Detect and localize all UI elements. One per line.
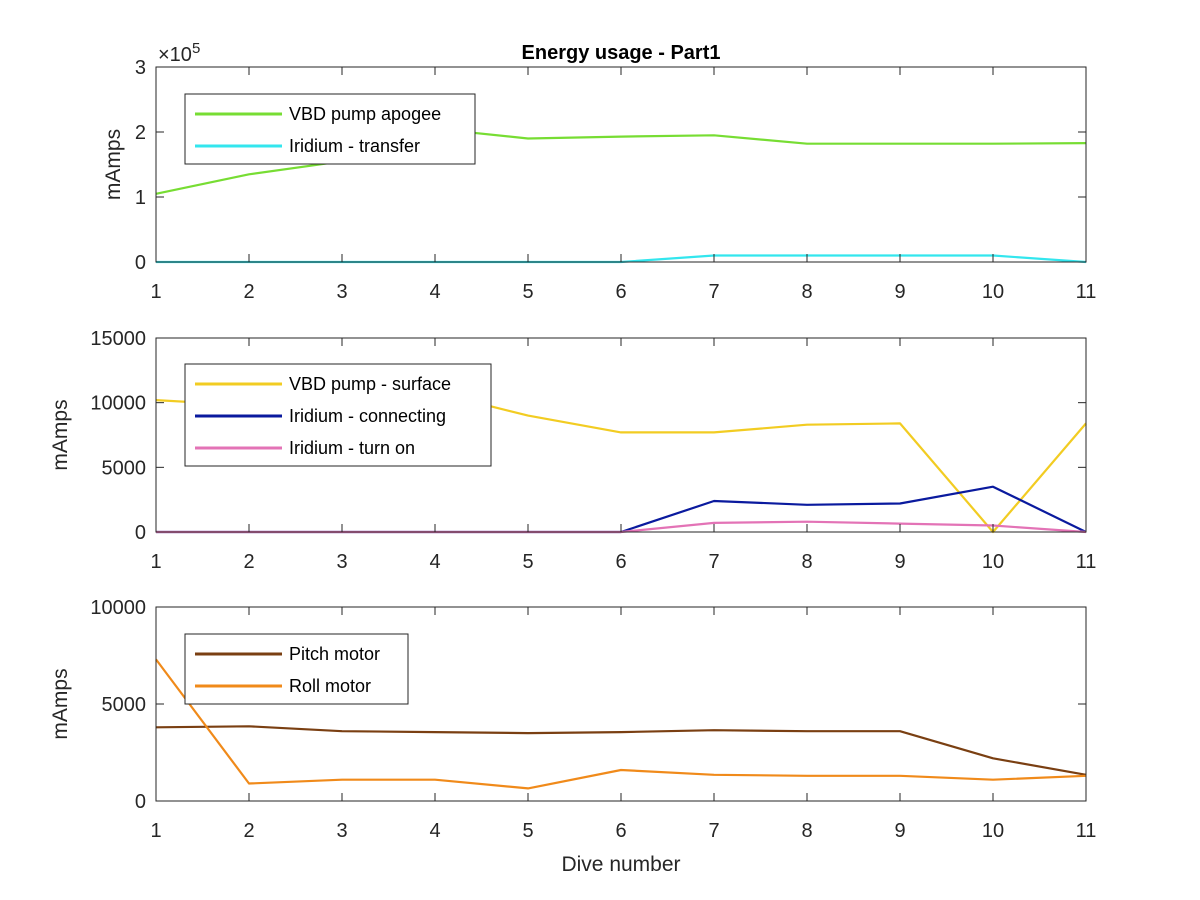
x-tick-label: 3 xyxy=(336,281,347,303)
x-tick-label: 9 xyxy=(894,551,905,573)
y-tick-label: 5000 xyxy=(102,694,147,716)
chart-panel-2: 1 2 3 4 5 6 7 8 9 10 11 0 5000 10000 15000 mAmps VBD pum… xyxy=(49,328,1096,573)
x-tick-label: 4 xyxy=(429,551,440,573)
legend: VBD pump apogee Iridium - transfer xyxy=(184,93,476,165)
y-tick-label: 0 xyxy=(135,252,146,274)
legend-label: VBD pump apogee xyxy=(289,104,441,124)
x-tick-label: 4 xyxy=(429,281,440,303)
y-tick-label: 1 xyxy=(135,187,146,209)
x-tick-label: 6 xyxy=(615,551,626,573)
y-tick-label: 0 xyxy=(135,522,146,544)
x-tick-label: 6 xyxy=(615,281,626,303)
y-tick-label: 5000 xyxy=(102,457,147,479)
x-tick-label: 10 xyxy=(982,820,1004,842)
chart-title: Energy usage - Part1 xyxy=(522,42,721,64)
y-axis-label: mAmps xyxy=(49,399,72,470)
series-line-2 xyxy=(155,658,1087,790)
y-tick-label: 15000 xyxy=(90,328,146,350)
y-tick-label: 10000 xyxy=(90,393,146,415)
y-exponent-label: ×105 xyxy=(158,40,200,66)
x-tick-label: 11 xyxy=(1076,281,1097,303)
y-tick-label: 10000 xyxy=(90,597,146,619)
x-axis-label: Dive number xyxy=(561,853,680,876)
x-tick-label: 5 xyxy=(522,551,533,573)
x-tick-label: 9 xyxy=(894,820,905,842)
legend-label: Iridium - connecting xyxy=(289,406,446,426)
x-tick-label: 7 xyxy=(708,281,719,303)
x-tick-label: 5 xyxy=(522,820,533,842)
x-tick-label: 3 xyxy=(336,551,347,573)
legend-label: Roll motor xyxy=(289,676,371,696)
x-tick-label: 1 xyxy=(150,551,161,573)
x-tick-label: 10 xyxy=(982,281,1004,303)
x-tick-label: 1 xyxy=(150,281,161,303)
legend: Pitch motor Roll motor xyxy=(184,633,409,705)
legend-label: Iridium - transfer xyxy=(289,136,420,156)
x-tick-label: 4 xyxy=(429,820,440,842)
x-tick-label: 9 xyxy=(894,281,905,303)
x-tick-label: 2 xyxy=(243,281,254,303)
y-axis-label: mAmps xyxy=(49,668,72,739)
x-tick-label: 11 xyxy=(1076,551,1097,573)
y-axis-label: mAmps xyxy=(102,129,125,200)
x-tick-label: 7 xyxy=(708,820,719,842)
x-tick-label: 8 xyxy=(801,820,812,842)
series-line-1 xyxy=(155,725,1087,776)
x-tick-label: 6 xyxy=(615,820,626,842)
chart-panel-3: 1 2 3 4 5 6 7 8 9 10 11 0 5000 10000 mAmps Dive number P… xyxy=(49,597,1096,876)
legend-box xyxy=(184,93,476,165)
y-tick-label: 3 xyxy=(135,57,146,79)
legend-label: Pitch motor xyxy=(289,644,380,664)
x-tick-label: 10 xyxy=(982,551,1004,573)
x-tick-label: 8 xyxy=(801,281,812,303)
x-tick-label: 2 xyxy=(243,820,254,842)
legend: VBD pump - surface Iridium - connecting Ir… xyxy=(184,363,492,467)
x-tick-label: 5 xyxy=(522,281,533,303)
legend-box xyxy=(184,633,409,705)
x-tick-label: 3 xyxy=(336,820,347,842)
x-tick-label: 11 xyxy=(1076,820,1097,842)
x-tick-label: 8 xyxy=(801,551,812,573)
x-tick-label: 1 xyxy=(150,820,161,842)
y-tick-label: 0 xyxy=(135,791,146,813)
legend-label: VBD pump - surface xyxy=(289,374,451,394)
x-tick-label: 7 xyxy=(708,551,719,573)
x-tick-label: 2 xyxy=(243,551,254,573)
y-tick-label: 2 xyxy=(135,122,146,144)
legend-label: Iridium - turn on xyxy=(289,438,415,458)
series-line-1 xyxy=(155,127,1087,195)
